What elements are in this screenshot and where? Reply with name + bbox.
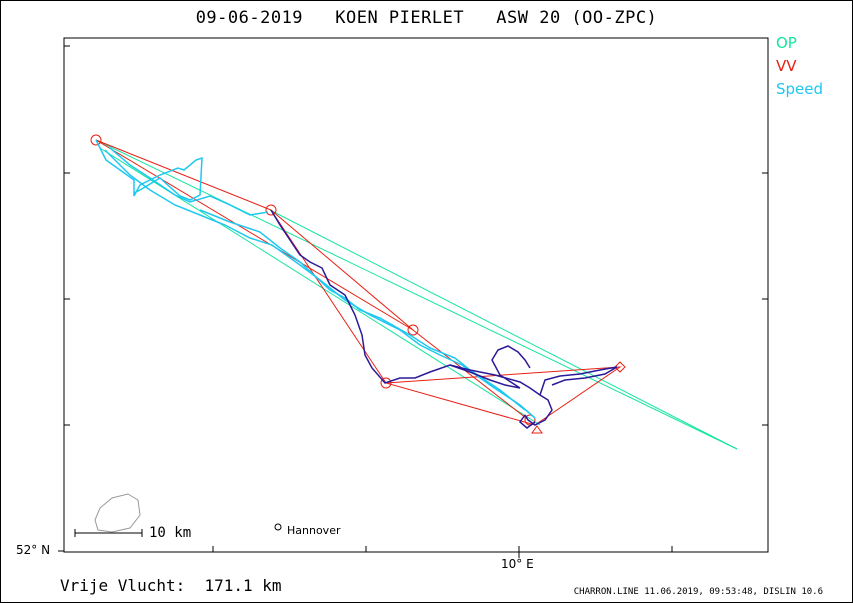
- scale-bar: [74, 529, 143, 537]
- op-track: [95, 139, 738, 450]
- vv-track: [95, 139, 622, 426]
- bottom-axis-ticks: [63, 546, 673, 558]
- latitude-label: 52° N: [16, 543, 51, 557]
- left-axis-ticks: [58, 45, 768, 552]
- longitude-label: 10° E: [501, 557, 534, 571]
- legend-vv: VV: [776, 57, 797, 75]
- scale-bar-label: 10 km: [149, 525, 192, 541]
- speed-track: [95, 139, 536, 419]
- legend-op: OP: [776, 34, 797, 52]
- flight-track: [270, 209, 618, 429]
- turnpoint-markers: [90, 134, 626, 434]
- page-title: 09-06-2019 KOEN PIERLET ASW 20 (OO-ZPC): [195, 8, 658, 28]
- legend-speed: Speed: [776, 80, 824, 98]
- hannover-city-marker: [274, 523, 282, 531]
- flight-distance: Vrije Vlucht: 171.1 km: [60, 576, 282, 595]
- region-outline: [94, 493, 141, 533]
- footer-credits: CHARRON.LINE 11.06.2019, 09:53:48, DISLI…: [573, 587, 823, 597]
- hannover-label: Hannover: [287, 524, 341, 537]
- plot-area: [63, 37, 769, 553]
